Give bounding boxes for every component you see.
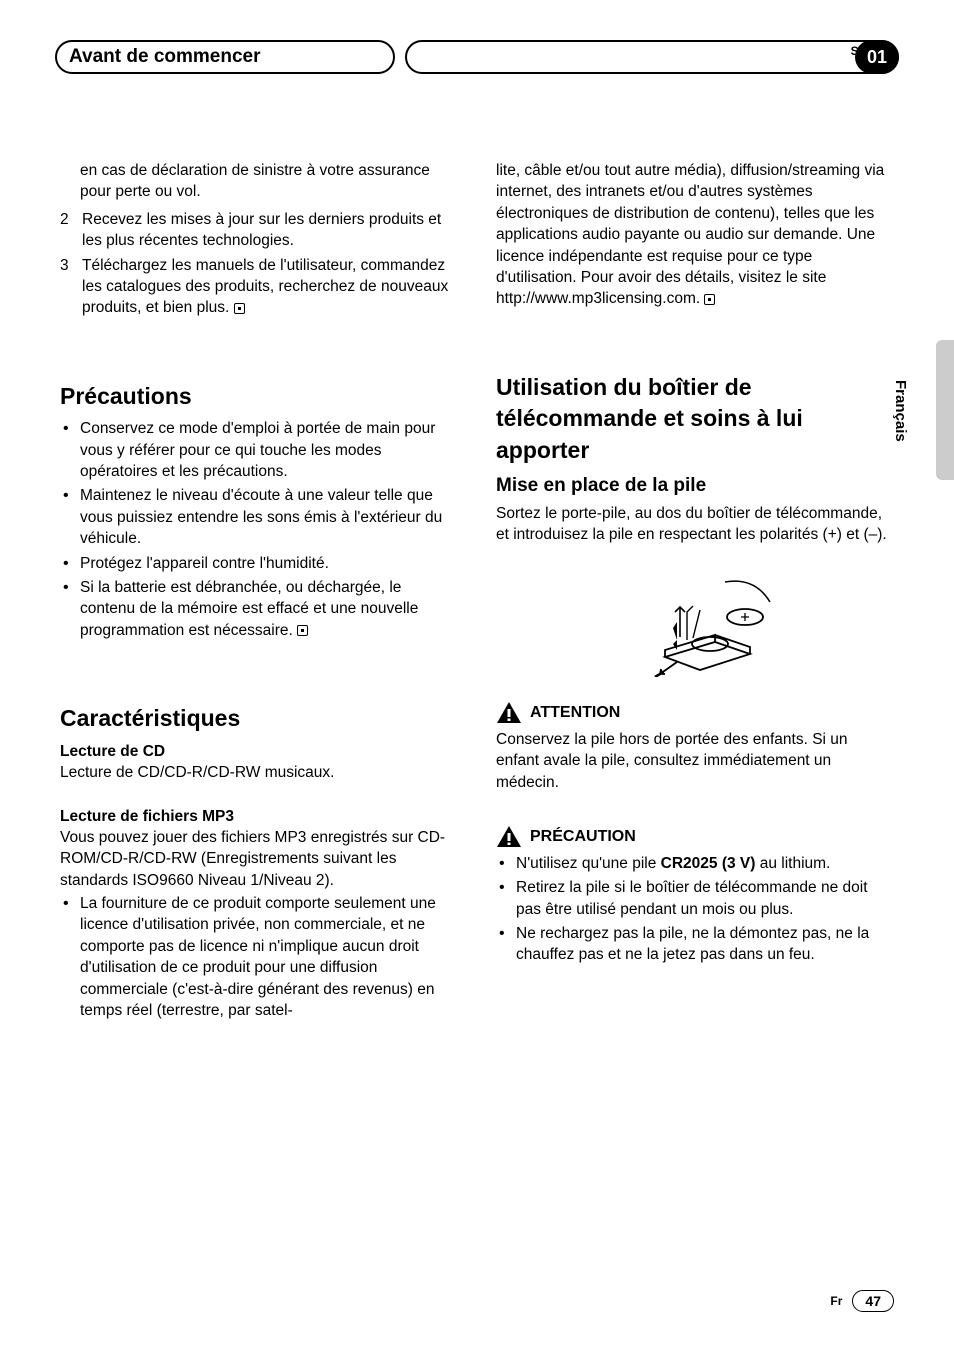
side-language-tab (936, 340, 954, 480)
battery-text: Sortez le porte-pile, au dos du boîtier … (496, 503, 894, 546)
chapter-title: Avant de commencer (69, 46, 260, 68)
header-line: Avant de commencer 01 (0, 40, 954, 74)
list-item: N'utilisez qu'une pile CR2025 (3 V) au l… (496, 853, 894, 874)
battery-subtitle: Mise en place de la pile (496, 473, 894, 499)
list-item: Protégez l'appareil contre l'humidité. (60, 553, 458, 574)
precaution-header: PRÉCAUTION (496, 825, 894, 849)
list-item: 3 Téléchargez les manuels de l'utilisate… (60, 255, 458, 319)
side-language-text: Français (892, 380, 909, 442)
attention-label: ATTENTION (530, 702, 620, 724)
list-item: La fourniture de ce produit comporte seu… (60, 893, 458, 1021)
precaution-label: PRÉCAUTION (530, 826, 636, 848)
attention-text: Conservez la pile hors de portée des enf… (496, 729, 894, 793)
list-item: Conservez ce mode d'emploi à portée de m… (60, 418, 458, 482)
remote-title: Utilisation du boîtier de télécommande e… (496, 372, 894, 467)
precautions-section: Précautions Conservez ce mode d'emploi à… (60, 381, 458, 641)
warning-triangle-icon (496, 701, 522, 725)
precautions-title: Précautions (60, 381, 458, 413)
mp3-bullets: La fourniture de ce produit comporte seu… (60, 893, 458, 1021)
chapter-capsule: Avant de commencer (55, 40, 395, 74)
list-text: Téléchargez les manuels de l'utilisateur… (82, 257, 448, 317)
list-text: Recevez les mises à jour sur les dernier… (82, 211, 441, 249)
right-column: lite, câble et/ou tout autre média), dif… (496, 160, 894, 1024)
precaution-block: PRÉCAUTION N'utilisez qu'une pile CR2025… (496, 825, 894, 966)
attention-header: ATTENTION (496, 701, 894, 725)
page-header: Section Avant de commencer 01 (0, 0, 954, 100)
warning-triangle-icon (496, 825, 522, 849)
features-section: Caractéristiques Lecture de CD Lecture d… (60, 703, 458, 1021)
content-area: en cas de déclaration de sinistre à votr… (0, 100, 954, 1024)
features-title: Caractéristiques (60, 703, 458, 735)
cd-subtitle: Lecture de CD (60, 741, 458, 762)
cd-text: Lecture de CD/CD-R/CD-RW musicaux. (60, 762, 458, 783)
list-item: Maintenez le niveau d'écoute à une valeu… (60, 485, 458, 549)
list-item: Si la batterie est débranchée, ou déchar… (60, 577, 458, 641)
remote-section: Utilisation du boîtier de télécommande e… (496, 372, 894, 677)
attention-block: ATTENTION Conservez la pile hors de port… (496, 701, 894, 793)
battery-diagram-svg (605, 562, 785, 677)
list-item: Ne rechargez pas la pile, ne la démontez… (496, 923, 894, 966)
list-number: 2 (60, 209, 69, 230)
left-column: en cas de déclaration de sinistre à votr… (60, 160, 458, 1024)
section-number-badge: 01 (855, 40, 899, 74)
mp3-text: Vous pouvez jouer des fichiers MP3 enreg… (60, 827, 458, 891)
list-item: Retirez la pile si le boîtier de télécom… (496, 877, 894, 920)
numbered-list: 2 Recevez les mises à jour sur les derni… (60, 209, 458, 319)
intro-tail-text: en cas de déclaration de sinistre à votr… (60, 160, 458, 203)
mp3-subtitle: Lecture de fichiers MP3 (60, 806, 458, 827)
list-item: 2 Recevez les mises à jour sur les derni… (60, 209, 458, 252)
end-mark-icon (297, 625, 308, 636)
page-number: 47 (852, 1290, 894, 1312)
end-mark-icon (234, 303, 245, 314)
list-number: 3 (60, 255, 69, 276)
footer-lang: Fr (830, 1294, 842, 1308)
page-footer: Fr 47 (830, 1290, 894, 1312)
mp3-continuation: lite, câble et/ou tout autre média), dif… (496, 160, 894, 310)
end-mark-icon (704, 294, 715, 305)
section-capsule: 01 (405, 40, 899, 74)
precaution-list: N'utilisez qu'une pile CR2025 (3 V) au l… (496, 853, 894, 966)
battery-diagram (496, 562, 894, 677)
precautions-list: Conservez ce mode d'emploi à portée de m… (60, 418, 458, 641)
